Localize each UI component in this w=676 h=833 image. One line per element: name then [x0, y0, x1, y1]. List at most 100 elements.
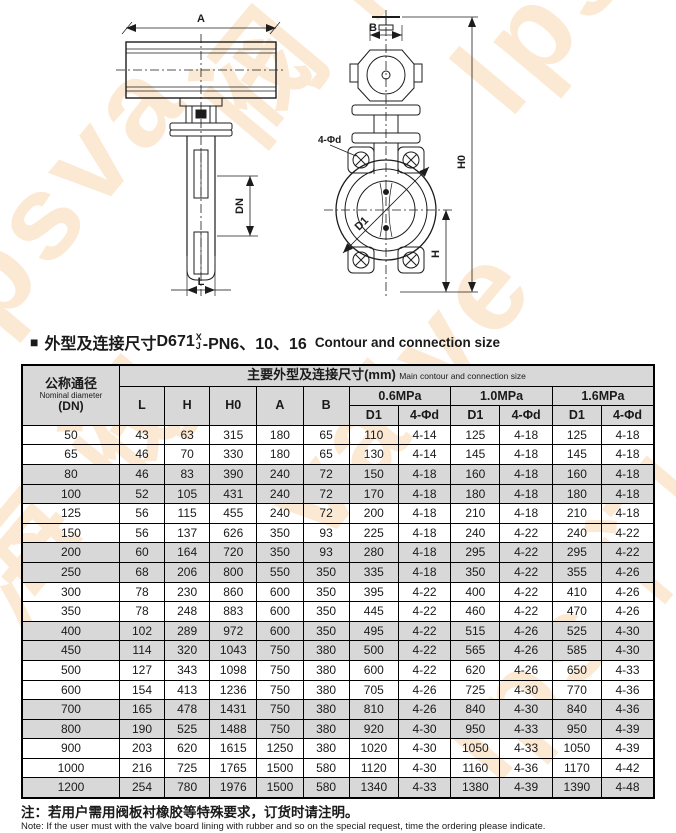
value-cell: 600 [256, 601, 304, 622]
value-cell: 43 [118, 424, 166, 446]
model-pressure-series: -PN6、10、16 [202, 336, 307, 353]
value-cell: 216 [118, 757, 166, 779]
value-cell: 565 [450, 640, 501, 661]
value-cell: 4-30 [601, 620, 655, 642]
value-cell: 4-22 [397, 581, 452, 603]
table-row: 250 68 206 800 550 350 335 4-18 350 4-22 355 4-26 [21, 561, 655, 583]
value-cell: 780 [164, 777, 211, 799]
value-cell: 750 [256, 679, 304, 701]
value-cell: 335 [348, 561, 399, 583]
value-cell: 400 [450, 581, 501, 603]
value-cell: 380 [302, 699, 350, 720]
value-cell: 130 [348, 444, 399, 465]
value-cell: 380 [302, 659, 350, 681]
value-cell: 4-18 [397, 561, 452, 583]
value-cell: 725 [450, 679, 501, 701]
value-cell: 125 [551, 424, 603, 446]
table-row: 700 165 478 1431 750 380 810 4-26 840 4-30 840 4-36 [21, 699, 655, 720]
value-cell: 972 [209, 620, 258, 642]
value-cell: 1340 [348, 777, 399, 799]
dn-cell: 800 [21, 718, 120, 740]
value-cell: 840 [450, 699, 501, 720]
value-cell: 580 [302, 757, 350, 779]
value-cell: 4-26 [397, 679, 452, 701]
header-nominal-diameter: 公称通径 Nominal diameter (DN) [21, 364, 120, 426]
value-cell: 390 [209, 463, 258, 485]
value-cell: 725 [164, 757, 211, 779]
model-code: D671 [156, 333, 195, 350]
dim-label-d1: D1 [353, 215, 371, 233]
value-cell: 350 [256, 522, 304, 544]
value-cell: 78 [118, 581, 166, 603]
value-cell: 1488 [209, 718, 258, 740]
value-cell: 4-22 [601, 542, 655, 563]
value-cell: 4-26 [397, 699, 452, 720]
header-h0: H0 [209, 385, 258, 426]
value-cell: 180 [256, 424, 304, 446]
value-cell: 4-39 [601, 738, 655, 759]
value-cell: 413 [164, 679, 211, 701]
value-cell: 203 [118, 738, 166, 759]
header-main-dimensions: 主要外型及连接尺寸(mm) Main contour and connectio… [118, 364, 655, 387]
value-cell: 240 [450, 522, 501, 544]
header-d1: D1 [450, 405, 501, 426]
table-row: 400 102 289 972 600 350 495 4-22 515 4-26 525 4-30 [21, 620, 655, 642]
value-cell: 65 [302, 444, 350, 465]
dn-cell: 450 [21, 640, 120, 661]
value-cell: 4-30 [601, 640, 655, 661]
value-cell: 4-36 [601, 699, 655, 720]
value-cell: 93 [302, 522, 350, 544]
table-row: 1000 216 725 1765 1500 580 1120 4-30 1160 4-36 117… [21, 757, 655, 779]
table-row: 200 60 164 720 350 93 280 4-18 295 4-22 295 4-22 [21, 542, 655, 563]
value-cell: 160 [450, 463, 501, 485]
value-cell: 4-36 [601, 679, 655, 701]
value-cell: 52 [118, 483, 166, 505]
value-cell: 350 [302, 561, 350, 583]
table-row: 600 154 413 1236 750 380 705 4-26 725 4-30 770 4-36 [21, 679, 655, 701]
value-cell: 800 [209, 561, 258, 583]
value-cell: 626 [209, 522, 258, 544]
value-cell: 4-26 [601, 581, 655, 603]
header-main-dimensions-en: Main contour and connection size [399, 371, 526, 381]
header-a: A [256, 385, 304, 426]
value-cell: 4-18 [499, 424, 553, 446]
value-cell: 68 [118, 561, 166, 583]
value-cell: 254 [118, 777, 166, 799]
value-cell: 4-39 [499, 777, 553, 799]
value-cell: 127 [118, 659, 166, 681]
dim-label-holes: 4-Φd [318, 135, 341, 146]
value-cell: 585 [551, 640, 603, 661]
value-cell: 4-18 [601, 444, 655, 465]
table-row: 350 78 248 883 600 350 445 4-22 460 4-22 470 4-26 [21, 601, 655, 622]
value-cell: 114 [118, 640, 166, 661]
value-cell: 4-18 [397, 522, 452, 544]
dn-cell: 65 [21, 444, 120, 465]
section-title: ■ 外型及连接尺寸 D671 X J -PN6、10、16 Contour and c… [30, 330, 676, 354]
dim-label-l: L [198, 276, 205, 288]
header-l: L [118, 385, 166, 426]
value-cell: 580 [302, 777, 350, 799]
value-cell: 65 [302, 424, 350, 446]
dn-cell: 200 [21, 542, 120, 563]
value-cell: 4-22 [499, 601, 553, 622]
section-title-cn: 外型及连接尺寸 [44, 336, 157, 353]
table-row: 50 43 63 315 180 65 110 4-14 125 4-18 125 4-18 [21, 424, 655, 446]
footnote-en: Note: If the user must with the valve bo… [21, 821, 546, 833]
value-cell: 550 [256, 561, 304, 583]
dim-label-a: A [197, 13, 205, 25]
header-d1: D1 [551, 405, 603, 426]
value-cell: 137 [164, 522, 211, 544]
value-cell: 60 [118, 542, 166, 563]
value-cell: 4-26 [499, 620, 553, 642]
header-nominal-diameter-cn: 公称通径 [44, 376, 97, 392]
model-variant-top: X [195, 332, 202, 342]
value-cell: 210 [551, 503, 603, 524]
value-cell: 125 [450, 424, 501, 446]
bullet-square-icon: ■ [30, 334, 39, 350]
dn-cell: 400 [21, 620, 120, 642]
value-cell: 46 [118, 463, 166, 485]
value-cell: 455 [209, 503, 258, 524]
value-cell: 4-30 [499, 699, 553, 720]
header-pn06: 0.6MPa [348, 385, 452, 407]
value-cell: 495 [348, 620, 399, 642]
